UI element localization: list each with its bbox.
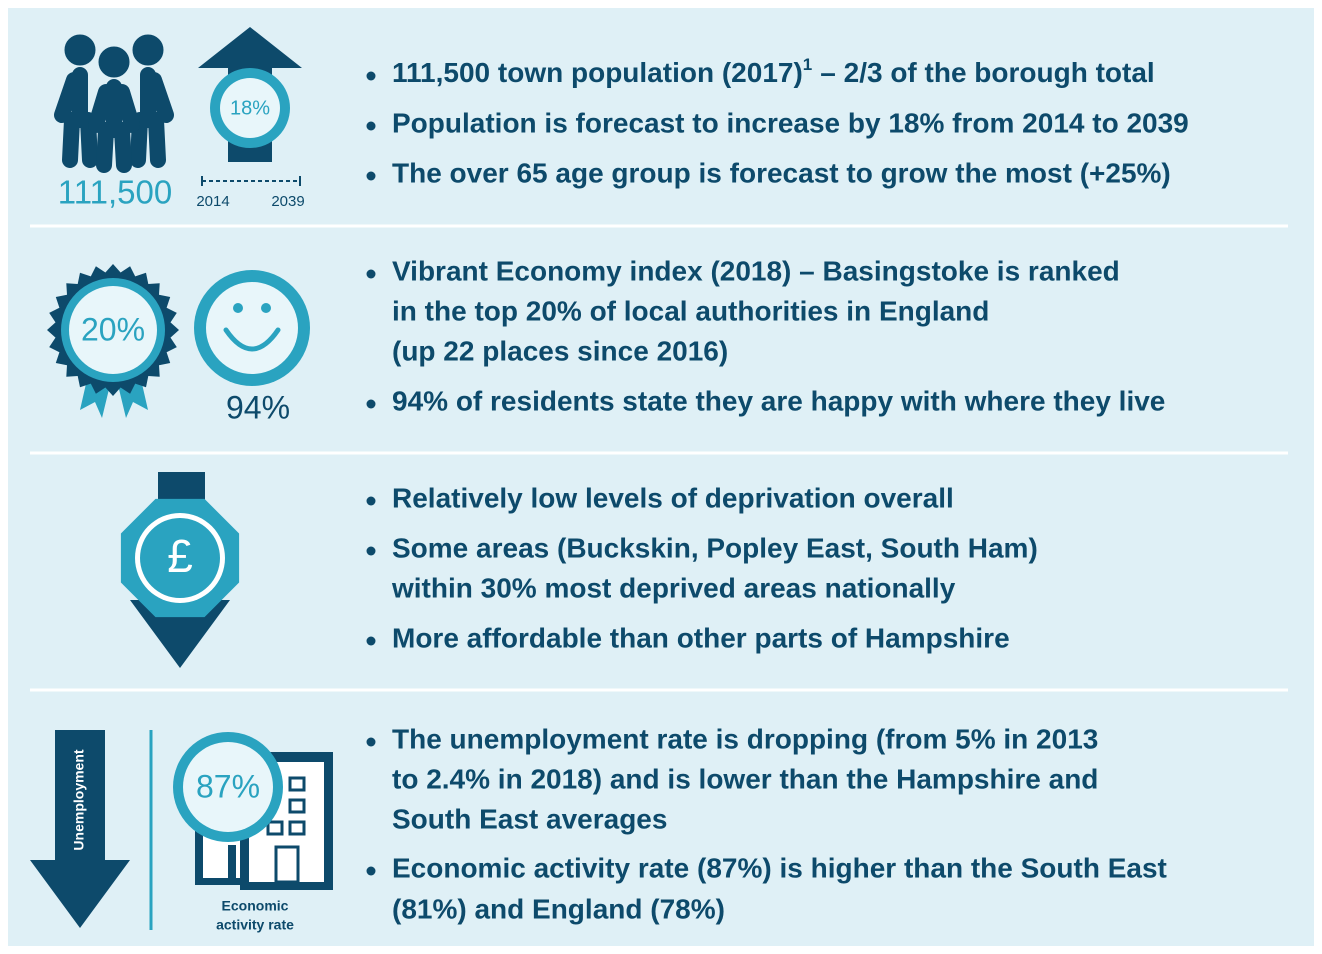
bullet-text: – 2/3 of the borough total (820, 57, 1154, 88)
bullet-line: (81%) and England (78%) (392, 893, 725, 924)
footnote-mark: 1 (803, 55, 812, 74)
bullet-text: 111,500 town population (2017) (392, 57, 803, 88)
bullet-line: More affordable than other parts of Hamp… (392, 622, 1010, 653)
bullet-dot (366, 171, 376, 181)
bullet-line: to 2.4% in 2018) and is lower than the H… (392, 763, 1098, 794)
bullet-dot (366, 71, 376, 81)
end-year: 2039 (271, 193, 304, 210)
coin-inner (140, 518, 220, 598)
bullet-line: 94% of residents state they are happy wi… (392, 385, 1165, 416)
activity-inner (183, 742, 273, 832)
bullet-dot (366, 546, 376, 556)
bullet-line: South East averages (392, 803, 667, 834)
population-figure: 111,500 (58, 174, 172, 211)
bullet-dot (366, 636, 376, 646)
activity-label: Economic (222, 898, 289, 914)
timeline (201, 176, 301, 186)
smiley-face (206, 282, 298, 374)
bullet-line: Economic activity rate (87%) is higher t… (392, 852, 1167, 883)
bullet-line: The unemployment rate is dropping (from … (392, 723, 1098, 754)
bullet-dot (366, 121, 376, 131)
activity-figure: 87% (196, 768, 260, 804)
bullet-dot (366, 866, 376, 876)
bullet-line: The over 65 age group is forecast to gro… (392, 157, 1171, 188)
bullet-line: within 30% most deprived areas nationall… (391, 572, 956, 603)
activity-label: activity rate (216, 917, 294, 933)
happiness-figure: 94% (226, 389, 290, 425)
bullet-line: Some areas (Buckskin, Popley East, South… (392, 532, 1038, 563)
people-icon (54, 34, 174, 173)
bullet-dot (366, 737, 376, 747)
bullet-dot (366, 399, 376, 409)
ranking-inner (69, 286, 157, 374)
unemployment-arrow (30, 730, 130, 928)
smiley-eye (233, 303, 243, 313)
bullet-dot (366, 269, 376, 279)
separators (30, 224, 1288, 692)
currency-symbol: £ (167, 530, 193, 582)
bullet-dot (366, 496, 376, 506)
bullet-line: Population is forecast to increase by 18… (392, 107, 1189, 138)
bullet-line: Vibrant Economy index (2018) – Basingsto… (392, 255, 1120, 286)
start-year: 2014 (196, 193, 229, 210)
bullet-line: 111,500 town population (2017)1 – 2/3 of … (392, 55, 1155, 88)
growth-inner (220, 78, 280, 138)
bullet-line: (up 22 places since 2016) (392, 335, 728, 366)
unemployment-label: Unemployment (71, 749, 87, 850)
growth-figure: 18% (230, 97, 270, 119)
ranking-figure: 20% (81, 311, 145, 347)
smiley-eye (261, 303, 271, 313)
bullet-line: in the top 20% of local authorities in E… (392, 295, 989, 326)
bullet-line: Relatively low levels of deprivation ove… (392, 482, 954, 513)
smiley-mouth (223, 327, 281, 352)
